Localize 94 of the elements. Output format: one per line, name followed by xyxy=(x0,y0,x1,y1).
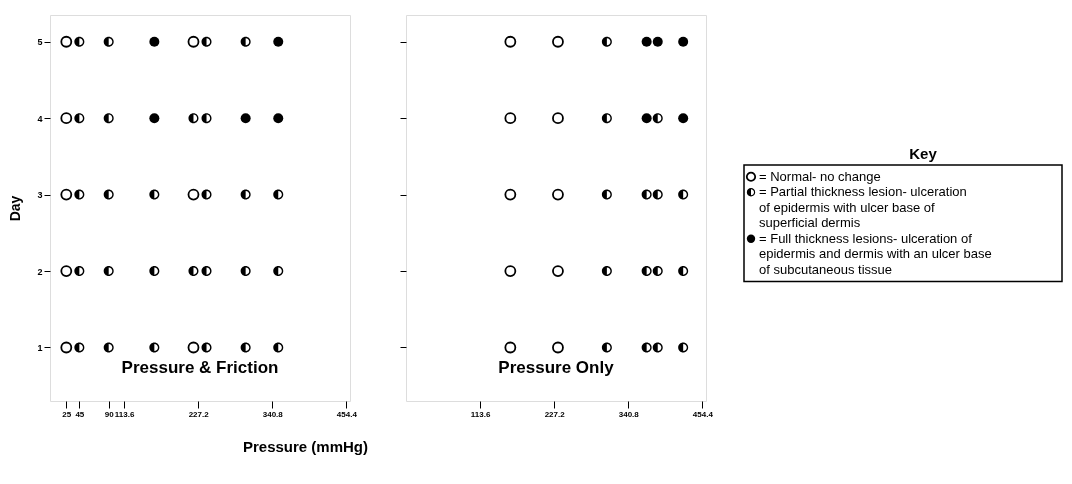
point xyxy=(201,342,212,353)
point xyxy=(149,113,160,124)
x-tick-label: 454.4 xyxy=(692,409,714,419)
x-tick-label: 113.6 xyxy=(470,409,491,419)
legend-title: Key xyxy=(909,145,938,162)
point xyxy=(652,113,663,124)
point xyxy=(188,113,199,124)
point xyxy=(678,113,689,124)
point xyxy=(552,341,564,354)
x-tick-label: 113.6 xyxy=(114,409,135,419)
point xyxy=(103,36,114,47)
point xyxy=(678,342,689,353)
y-tick-label: 2 xyxy=(37,266,43,277)
point xyxy=(504,35,517,48)
x-tick-label: 25 xyxy=(62,409,72,419)
x-tick-label: 340.8 xyxy=(262,409,284,419)
x-tick-label: 227.2 xyxy=(188,409,210,419)
legend-label: = Normal- no change xyxy=(759,168,881,184)
point xyxy=(149,36,160,47)
point xyxy=(201,36,212,47)
point xyxy=(504,112,517,125)
point xyxy=(240,36,251,47)
point xyxy=(60,341,73,354)
point xyxy=(103,113,114,124)
legend-label: = Full thickness lesions- ulceration of epidermis and dermis with an ulcer base of subcutaneous tissue xyxy=(759,230,992,277)
point xyxy=(652,36,663,47)
point xyxy=(74,189,85,200)
point xyxy=(552,35,564,48)
legend-label: = Partial thickness lesion- ulceration of epidermis with ulcer base of superficial dermis xyxy=(759,184,967,231)
point xyxy=(678,36,689,47)
point xyxy=(504,265,517,277)
point xyxy=(240,266,251,277)
y-tick-label: 1 xyxy=(37,343,43,353)
point xyxy=(601,113,612,124)
point xyxy=(60,265,73,277)
point xyxy=(103,342,114,353)
point xyxy=(60,35,73,48)
point xyxy=(201,266,212,277)
x-tick-label: 90 xyxy=(104,409,115,419)
point xyxy=(601,189,612,200)
point xyxy=(504,188,517,201)
point xyxy=(601,36,612,47)
point xyxy=(552,188,564,201)
x-tick-label: 340.8 xyxy=(618,409,640,419)
y-tick-label: 5 xyxy=(37,37,43,48)
point xyxy=(678,189,689,200)
point xyxy=(187,35,200,48)
point xyxy=(149,189,160,200)
point xyxy=(60,188,73,201)
point xyxy=(188,266,199,277)
point xyxy=(74,342,85,353)
point xyxy=(678,266,689,277)
point xyxy=(504,341,517,354)
point xyxy=(273,113,284,124)
text: Pressure & Friction xyxy=(121,358,279,377)
point xyxy=(641,36,652,47)
point xyxy=(641,113,652,124)
point xyxy=(273,36,284,47)
point xyxy=(103,266,114,277)
point xyxy=(652,266,663,277)
point xyxy=(60,112,73,125)
point xyxy=(187,341,200,354)
point xyxy=(149,342,160,353)
point xyxy=(74,36,85,47)
point xyxy=(652,189,663,200)
point xyxy=(641,266,652,277)
point xyxy=(201,113,212,124)
point xyxy=(187,188,200,201)
y-tick-label: 3 xyxy=(37,190,43,201)
x-tick-label: 45 xyxy=(75,409,85,419)
y-tick-label: 4 xyxy=(37,113,43,124)
y-axis-title: Day xyxy=(7,195,24,222)
x-tick-label: 227.2 xyxy=(544,409,566,419)
point xyxy=(641,342,652,353)
point xyxy=(273,266,284,277)
point xyxy=(641,189,652,200)
point xyxy=(240,189,251,200)
point xyxy=(273,189,284,200)
point xyxy=(601,342,612,353)
x-axis-title: Pressure (mmHg) xyxy=(242,437,369,455)
text: Pressure Only xyxy=(498,358,615,377)
point xyxy=(601,266,612,277)
point xyxy=(149,266,160,277)
point xyxy=(552,265,564,277)
point xyxy=(552,112,564,125)
point xyxy=(652,342,663,353)
point xyxy=(240,113,251,124)
x-tick-label: 454.4 xyxy=(336,409,358,419)
point xyxy=(240,342,251,353)
point xyxy=(103,189,114,200)
point xyxy=(201,189,212,200)
point xyxy=(74,266,85,277)
point xyxy=(273,342,284,353)
point xyxy=(74,113,85,124)
